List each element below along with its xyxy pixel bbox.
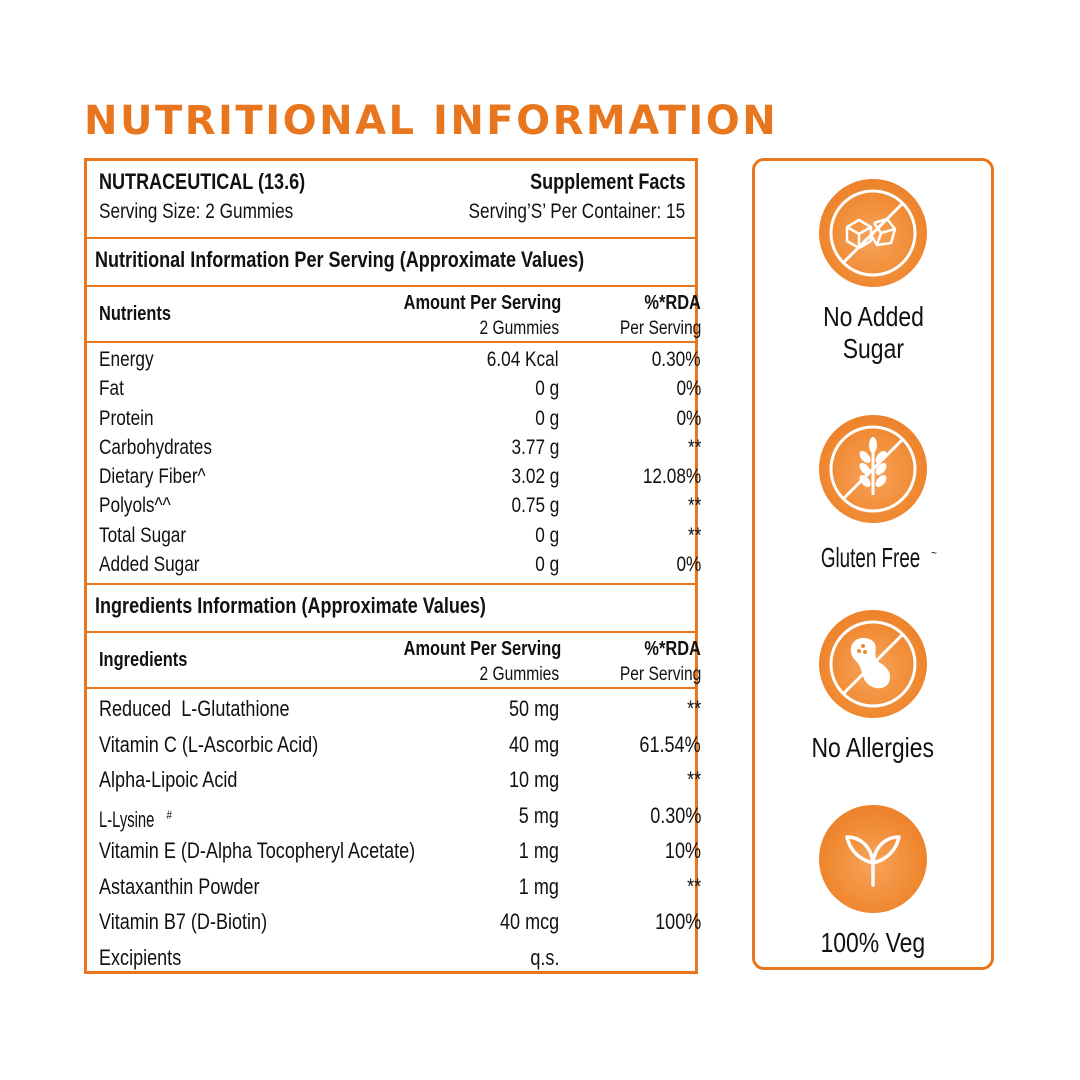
table-row: L-Lysine #5 mg 0.30% <box>99 802 701 833</box>
feature-badges-panel: No Added Sugar Glute <box>752 158 994 970</box>
badge-label: 100% Veg <box>820 927 926 958</box>
badge-label: No Added <box>822 301 924 332</box>
col-rda: %*RDA <box>644 638 701 661</box>
badge-label: Gluten Free <box>820 542 920 574</box>
table-row: Excipients q.s. <box>99 944 559 970</box>
badge-100-veg: 100% Veg <box>755 805 991 959</box>
table-row: Protein 0 g 0% <box>99 406 701 430</box>
table-row: Vitamin E (D-Alpha Tocopheryl Acetate) 1 … <box>99 838 701 864</box>
table-row: Polyols^^ 0.75 g ** <box>99 494 701 518</box>
ingredients-column-headers: Ingredients Amount Per Serving 2 Gummies… <box>87 633 701 690</box>
page-title: NUTRITIONAL INFORMATION <box>84 98 779 144</box>
ingredient-rows: Reduced L-Glutathione 50 mg ** Vitamin C (… <box>87 689 701 979</box>
facts-header: NUTRACEUTICAL (13.6) Supplement Facts Se… <box>87 161 695 239</box>
badge-no-added-sugar: No Added Sugar <box>755 179 991 365</box>
table-row: Astaxanthin Powder 1 mg ** <box>99 873 701 899</box>
table-row: Fat 0 g 0% <box>99 377 701 401</box>
col-rda: %*RDA <box>644 292 701 314</box>
serving-size: Serving Size: 2 Gummies <box>99 200 294 223</box>
col-amount-sub: 2 Gummies <box>479 318 559 339</box>
supplement-facts-table: NUTRACEUTICAL (13.6) Supplement Facts Se… <box>84 158 701 974</box>
table-row: Total Sugar 0 g ** <box>99 523 701 547</box>
nutrition-section-title: Nutritional Information Per Serving (App… <box>87 239 695 287</box>
table-row: Dietary Fiber^ 3.02 g 12.08% <box>99 465 701 489</box>
nutrition-rows: Energy 6.04 Kcal 0.30% Fat 0 g 0% Protein 0 g… <box>87 343 701 586</box>
facts-label: Supplement Facts <box>529 169 685 194</box>
col-nutrients: Nutrients <box>99 302 171 325</box>
badge-label: Sugar <box>842 333 904 364</box>
servings-per-container: Serving’S’ Per Container: 15 <box>468 200 685 223</box>
table-row: Reduced L-Glutathione 50 mg ** <box>99 696 701 722</box>
nutrition-column-headers: Nutrients Amount Per Serving 2 Gummies %… <box>87 287 701 343</box>
col-rda-sub: Per Serving <box>619 318 701 339</box>
col-amount-sub: 2 Gummies <box>479 664 559 686</box>
veg-sprout-icon <box>819 805 927 913</box>
badge-gluten-free: Gluten Free ~ <box>755 415 991 574</box>
no-wheat-icon <box>819 415 927 523</box>
no-sugar-cubes-icon <box>819 179 927 287</box>
table-row: Energy 6.04 Kcal 0.30% <box>99 348 701 371</box>
badge-no-allergies: No Allergies <box>755 610 991 764</box>
col-amount: Amount Per Serving <box>403 638 562 661</box>
col-rda-sub: Per Serving <box>619 664 701 686</box>
footnote-mark: # <box>166 807 173 822</box>
table-row: Carbohydrates 3.77 g ** <box>99 435 701 459</box>
product-name: NUTRACEUTICAL (13.6) <box>99 169 306 194</box>
ingredients-section-title: Ingredients Information (Approximate Val… <box>87 585 695 634</box>
badge-label: No Allergies <box>811 732 935 763</box>
table-row: Alpha-Lipoic Acid 10 mg ** <box>99 767 701 793</box>
table-row: Vitamin B7 (D-Biotin) 40 mcg 100% <box>99 909 701 935</box>
table-row: Added Sugar 0 g 0% <box>99 553 701 577</box>
col-amount: Amount Per Serving <box>403 292 562 314</box>
footnote-mark: ~ <box>930 546 937 560</box>
table-row: Vitamin C (L-Ascorbic Acid) 40 mg 61.54% <box>99 731 701 757</box>
no-peanut-icon <box>819 610 927 718</box>
col-ingredients: Ingredients <box>99 648 188 671</box>
